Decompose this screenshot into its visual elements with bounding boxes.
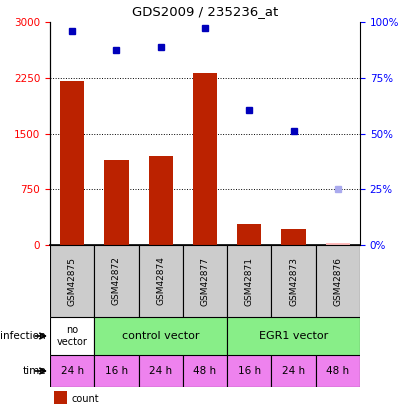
Text: count: count xyxy=(72,394,100,404)
Bar xyxy=(183,355,227,387)
Bar xyxy=(60,81,84,245)
Bar xyxy=(316,245,360,317)
Bar xyxy=(94,355,139,387)
Text: 48 h: 48 h xyxy=(326,366,349,376)
Bar xyxy=(139,355,183,387)
Bar xyxy=(237,224,261,245)
Bar xyxy=(50,317,94,355)
Text: GSM42874: GSM42874 xyxy=(156,256,165,305)
Text: GSM42872: GSM42872 xyxy=(112,256,121,305)
Bar xyxy=(316,355,360,387)
Bar xyxy=(227,355,271,387)
Text: GSM42875: GSM42875 xyxy=(68,256,77,305)
Bar xyxy=(281,229,306,245)
Bar xyxy=(94,245,139,317)
Text: GSM42871: GSM42871 xyxy=(245,256,254,305)
Bar xyxy=(193,72,217,245)
Text: time: time xyxy=(22,366,46,376)
Title: GDS2009 / 235236_at: GDS2009 / 235236_at xyxy=(132,5,278,18)
Text: GSM42876: GSM42876 xyxy=(334,256,342,305)
Text: 24 h: 24 h xyxy=(282,366,305,376)
Bar xyxy=(104,160,129,245)
Text: 16 h: 16 h xyxy=(105,366,128,376)
Bar xyxy=(139,245,183,317)
Bar xyxy=(148,156,173,245)
Bar xyxy=(50,245,94,317)
Text: 24 h: 24 h xyxy=(60,366,84,376)
Text: 16 h: 16 h xyxy=(238,366,261,376)
Text: 48 h: 48 h xyxy=(193,366,217,376)
Bar xyxy=(271,245,316,317)
Text: control vector: control vector xyxy=(122,331,199,341)
Text: GSM42877: GSM42877 xyxy=(201,256,209,305)
Bar xyxy=(326,243,350,245)
Text: 24 h: 24 h xyxy=(149,366,172,376)
Bar xyxy=(227,245,271,317)
Text: no
vector: no vector xyxy=(57,325,88,347)
Bar xyxy=(94,317,227,355)
Bar xyxy=(183,245,227,317)
Text: EGR1 vector: EGR1 vector xyxy=(259,331,328,341)
Text: GSM42873: GSM42873 xyxy=(289,256,298,305)
Text: infection: infection xyxy=(0,331,46,341)
Bar xyxy=(271,355,316,387)
Bar xyxy=(50,355,94,387)
Bar xyxy=(227,317,360,355)
